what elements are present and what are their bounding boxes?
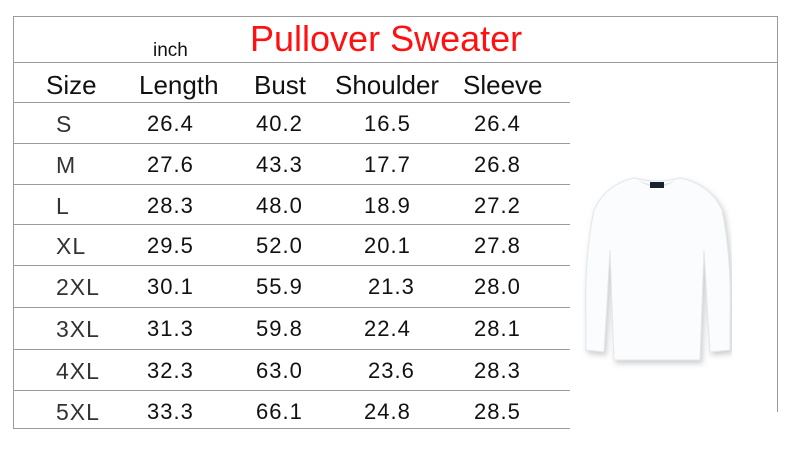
cell-size: L	[56, 193, 70, 219]
cell-length: 31.3	[147, 316, 194, 341]
row-divider	[13, 224, 570, 225]
cell-bust: 48.0	[256, 193, 303, 218]
cell-size: 5XL	[56, 399, 100, 425]
border-right	[777, 16, 778, 412]
cell-bust: 66.1	[256, 399, 303, 424]
cell-shoulder: 22.4	[364, 316, 411, 341]
cell-length: 28.3	[147, 193, 194, 218]
cell-sleeve: 28.1	[474, 316, 521, 341]
header-sleeve: Sleeve	[463, 70, 543, 100]
row-divider	[13, 265, 570, 266]
cell-size: 4XL	[56, 358, 100, 384]
cell-sleeve: 27.8	[474, 233, 521, 258]
chart-title: Pullover Sweater	[250, 18, 523, 59]
row-divider	[13, 143, 570, 144]
cell-length: 33.3	[147, 399, 194, 424]
cell-size: XL	[56, 233, 87, 259]
row-divider	[13, 390, 570, 391]
cell-length: 30.1	[147, 274, 194, 299]
cell-shoulder: 17.7	[364, 152, 411, 177]
cell-length: 32.3	[147, 358, 194, 383]
cell-size: 2XL	[56, 274, 100, 300]
header-size: Size	[46, 70, 97, 100]
cell-bust: 40.2	[256, 111, 303, 136]
row-divider	[13, 307, 570, 308]
cell-shoulder: 18.9	[364, 193, 411, 218]
cell-bust: 59.8	[256, 316, 303, 341]
cell-shoulder: 23.6	[368, 358, 415, 383]
title-divider	[13, 62, 777, 63]
cell-bust: 43.3	[256, 152, 303, 177]
cell-bust: 63.0	[256, 358, 303, 383]
cell-sleeve: 28.3	[474, 358, 521, 383]
cell-size: M	[56, 152, 77, 178]
cell-sleeve: 26.8	[474, 152, 521, 177]
cell-bust: 52.0	[256, 233, 303, 258]
cell-size: 3XL	[56, 316, 100, 342]
cell-length: 29.5	[147, 233, 194, 258]
row-divider	[13, 349, 570, 350]
header-bust: Bust	[254, 70, 307, 100]
row-divider	[13, 102, 570, 103]
cell-bust: 55.9	[256, 274, 303, 299]
row-divider	[13, 184, 570, 185]
cell-shoulder: 16.5	[364, 111, 411, 136]
cell-shoulder: 24.8	[364, 399, 411, 424]
cell-shoulder: 20.1	[364, 233, 411, 258]
cell-length: 27.6	[147, 152, 194, 177]
border-top	[13, 16, 777, 17]
unit-label: inch	[153, 40, 188, 61]
sweater-image	[585, 177, 731, 361]
cell-sleeve: 28.0	[474, 274, 521, 299]
neck-label	[650, 182, 664, 188]
cell-sleeve: 27.2	[474, 193, 521, 218]
header-length: Length	[139, 70, 219, 100]
cell-sleeve: 28.5	[474, 399, 521, 424]
cell-shoulder: 21.3	[368, 274, 415, 299]
cell-length: 26.4	[147, 111, 194, 136]
header-shoulder: Shoulder	[335, 70, 440, 100]
border-left	[13, 16, 14, 428]
row-divider	[13, 428, 570, 429]
cell-size: S	[56, 111, 73, 137]
cell-sleeve: 26.4	[474, 111, 521, 136]
